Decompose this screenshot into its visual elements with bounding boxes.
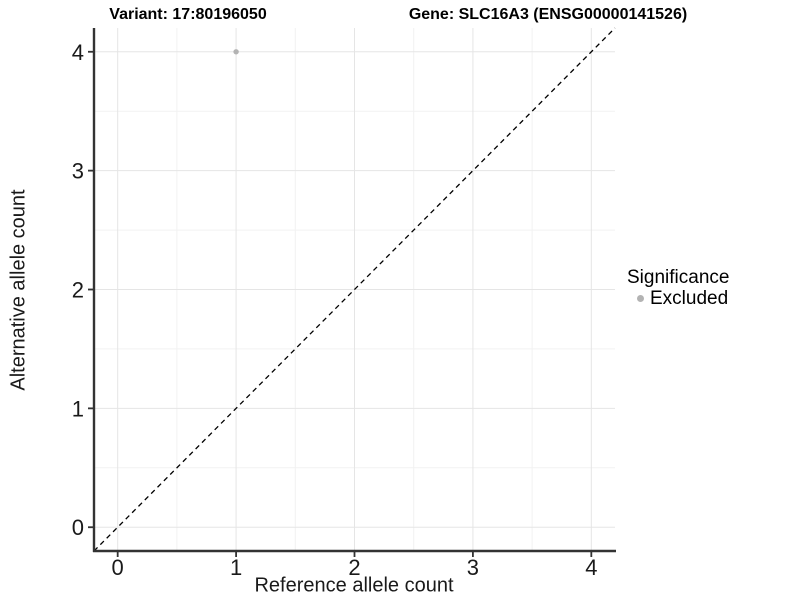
x-tick-label-3: 3 [467,555,479,580]
y-axis-title: Alternative allele count [7,189,30,391]
plot-title-variant: Variant: 17:80196050 [109,6,267,23]
y-tick-label-2: 2 [72,278,84,303]
data-point-excluded-1-4 [233,49,239,55]
y-tick-label-3: 3 [72,159,84,184]
y-tick-label-4: 4 [72,40,84,65]
y-tick-label-0: 0 [72,515,84,540]
legend-entry-excluded: Excluded [627,288,729,309]
x-tick-label-1: 1 [230,555,242,580]
y-tick-label-1: 1 [72,396,84,421]
legend-entry-label: Excluded [650,288,729,309]
identity-line [93,27,616,552]
plot-title-gene: Gene: SLC16A3 (ENSG00000141526) [408,6,688,23]
x-tick-label-4: 4 [585,555,597,580]
x-tick-label-2: 2 [348,555,360,580]
legend-point-icon [637,295,644,302]
x-tick-label-0: 0 [112,555,124,580]
legend-title: Significance [627,267,730,288]
legend: Significance Excluded [627,267,729,309]
x-axis-title: Reference allele count [254,574,454,597]
